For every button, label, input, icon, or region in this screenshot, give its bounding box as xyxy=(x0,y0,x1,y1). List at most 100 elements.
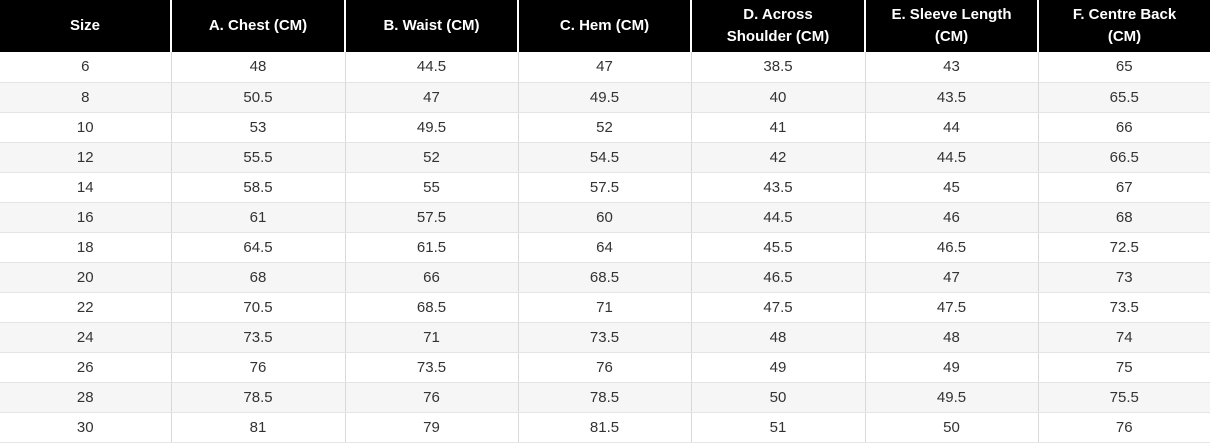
measurement-cell: 45.5 xyxy=(691,232,866,263)
measurement-cell: 44.5 xyxy=(345,52,519,83)
table-row: 10 53 49.5 52 41 44 66 xyxy=(0,112,1210,143)
measurement-cell: 64.5 xyxy=(171,232,346,263)
size-cell: 20 xyxy=(0,262,172,293)
measurement-cell: 49 xyxy=(865,352,1039,383)
measurement-cell: 44 xyxy=(865,112,1039,143)
table-row: 6 48 44.5 47 38.5 43 65 xyxy=(0,52,1210,83)
measurement-cell: 70.5 xyxy=(171,292,346,323)
column-header-text: D. Across xyxy=(743,6,813,23)
column-header-text: C. Hem (CM) xyxy=(559,17,650,34)
measurement-cell: 71 xyxy=(518,292,692,323)
measurement-cell: 43.5 xyxy=(865,82,1039,113)
measurement-cell: 57.5 xyxy=(345,202,519,233)
measurement-cell: 76 xyxy=(171,352,346,383)
measurement-cell: 66 xyxy=(1038,112,1210,143)
measurement-cell: 52 xyxy=(518,112,692,143)
measurement-cell: 74 xyxy=(1038,322,1210,353)
measurement-cell: 42 xyxy=(691,142,866,173)
column-header: C. Hem (CM) xyxy=(518,0,692,52)
measurement-cell: 61 xyxy=(171,202,346,233)
table-row: 22 70.5 68.5 71 47.5 47.5 73.5 xyxy=(0,292,1210,323)
column-header: D. Across Shoulder (CM) xyxy=(691,0,866,52)
measurement-cell: 68 xyxy=(171,262,346,293)
measurement-cell: 55 xyxy=(345,172,519,203)
measurement-cell: 41 xyxy=(691,112,866,143)
header-row: Size A. Chest (CM) B. Waist (CM) C. Hem (CM… xyxy=(0,0,1210,52)
measurement-cell: 43 xyxy=(865,52,1039,83)
column-header-text: A. Chest (CM) xyxy=(208,17,308,34)
measurement-cell: 76 xyxy=(518,352,692,383)
measurement-cell: 81.5 xyxy=(518,412,692,443)
measurement-cell: 64 xyxy=(518,232,692,263)
table-row: 8 50.5 47 49.5 40 43.5 65.5 xyxy=(0,82,1210,113)
measurement-cell: 49.5 xyxy=(865,382,1039,413)
column-header-text: (CM) xyxy=(934,28,969,45)
column-header: A. Chest (CM) xyxy=(171,0,346,52)
column-header: B. Waist (CM) xyxy=(345,0,519,52)
measurement-cell: 73.5 xyxy=(518,322,692,353)
measurement-cell: 71 xyxy=(345,322,519,353)
measurement-cell: 68.5 xyxy=(518,262,692,293)
size-cell: 24 xyxy=(0,322,172,353)
measurement-cell: 47 xyxy=(345,82,519,113)
measurement-cell: 51 xyxy=(691,412,866,443)
column-header-text: E. Sleeve Length xyxy=(891,6,1012,23)
measurement-cell: 61.5 xyxy=(345,232,519,263)
measurement-cell: 75 xyxy=(1038,352,1210,383)
measurement-cell: 78.5 xyxy=(518,382,692,413)
column-header-text: F. Centre Back xyxy=(1072,6,1177,23)
measurement-cell: 75.5 xyxy=(1038,382,1210,413)
table-row: 16 61 57.5 60 44.5 46 68 xyxy=(0,202,1210,233)
column-header-text: Shoulder (CM) xyxy=(726,28,830,45)
measurement-cell: 65 xyxy=(1038,52,1210,83)
column-header: F. Centre Back (CM) xyxy=(1038,0,1210,52)
measurement-cell: 49 xyxy=(691,352,866,383)
measurement-cell: 50 xyxy=(691,382,866,413)
size-chart-header: Size A. Chest (CM) B. Waist (CM) C. Hem (CM… xyxy=(0,0,1210,52)
measurement-cell: 58.5 xyxy=(171,172,346,203)
size-cell: 16 xyxy=(0,202,172,233)
size-cell: 14 xyxy=(0,172,172,203)
measurement-cell: 68 xyxy=(1038,202,1210,233)
size-cell: 28 xyxy=(0,382,172,413)
measurement-cell: 73.5 xyxy=(171,322,346,353)
measurement-cell: 44.5 xyxy=(865,142,1039,173)
measurement-cell: 67 xyxy=(1038,172,1210,203)
size-cell: 26 xyxy=(0,352,172,383)
measurement-cell: 72.5 xyxy=(1038,232,1210,263)
measurement-cell: 46.5 xyxy=(691,262,866,293)
measurement-cell: 79 xyxy=(345,412,519,443)
size-cell: 18 xyxy=(0,232,172,263)
measurement-cell: 47 xyxy=(865,262,1039,293)
measurement-cell: 46.5 xyxy=(865,232,1039,263)
measurement-cell: 81 xyxy=(171,412,346,443)
size-cell: 22 xyxy=(0,292,172,323)
measurement-cell: 49.5 xyxy=(518,82,692,113)
measurement-cell: 50.5 xyxy=(171,82,346,113)
table-row: 20 68 66 68.5 46.5 47 73 xyxy=(0,262,1210,293)
measurement-cell: 65.5 xyxy=(1038,82,1210,113)
column-header-text: B. Waist (CM) xyxy=(383,17,480,34)
measurement-cell: 47.5 xyxy=(865,292,1039,323)
measurement-cell: 78.5 xyxy=(171,382,346,413)
measurement-cell: 46 xyxy=(865,202,1039,233)
size-chart-body: 6 48 44.5 47 38.5 43 65 8 50.5 47 49.5 40 43.5 65.5 10… xyxy=(0,52,1210,443)
measurement-cell: 47.5 xyxy=(691,292,866,323)
measurement-cell: 48 xyxy=(691,322,866,353)
measurement-cell: 48 xyxy=(865,322,1039,353)
table-row: 24 73.5 71 73.5 48 48 74 xyxy=(0,322,1210,353)
size-cell: 10 xyxy=(0,112,172,143)
measurement-cell: 50 xyxy=(865,412,1039,443)
measurement-cell: 38.5 xyxy=(691,52,866,83)
measurement-cell: 76 xyxy=(1038,412,1210,443)
measurement-cell: 55.5 xyxy=(171,142,346,173)
table-row: 18 64.5 61.5 64 45.5 46.5 72.5 xyxy=(0,232,1210,263)
measurement-cell: 53 xyxy=(171,112,346,143)
measurement-cell: 73.5 xyxy=(345,352,519,383)
table-row: 30 81 79 81.5 51 50 76 xyxy=(0,412,1210,443)
measurement-cell: 76 xyxy=(345,382,519,413)
column-header: E. Sleeve Length (CM) xyxy=(865,0,1039,52)
measurement-cell: 52 xyxy=(345,142,519,173)
measurement-cell: 40 xyxy=(691,82,866,113)
